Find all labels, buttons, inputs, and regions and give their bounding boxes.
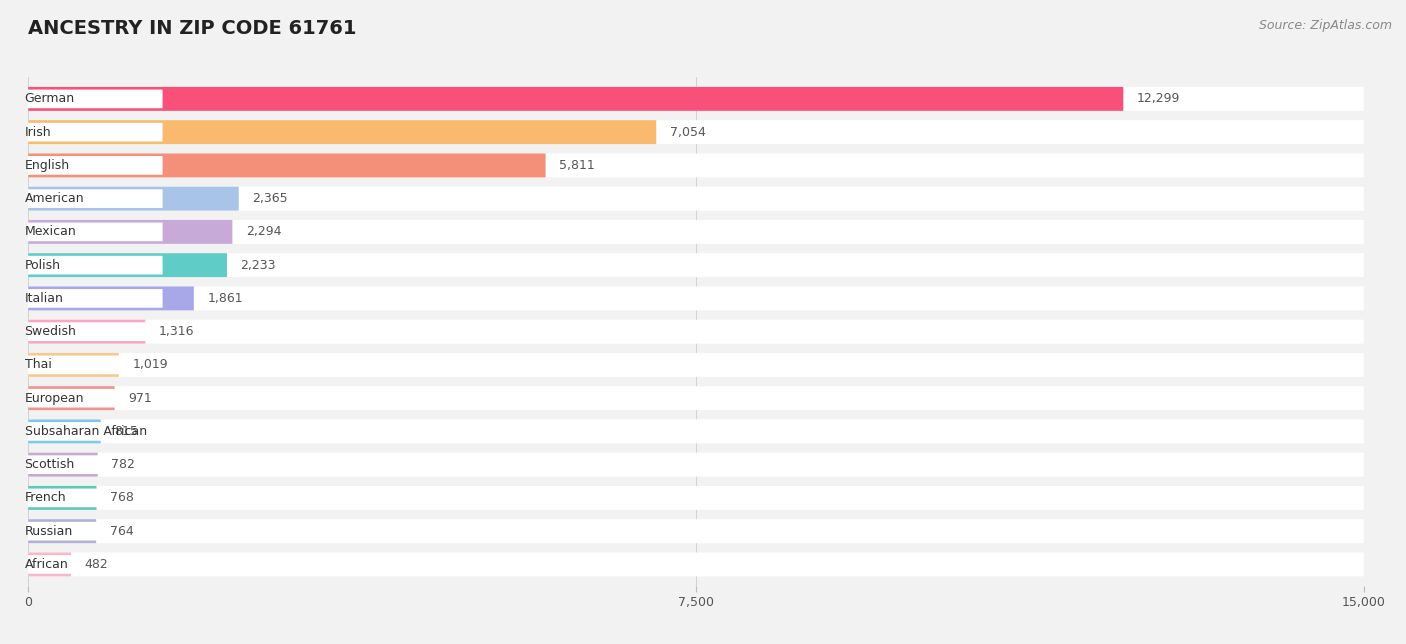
FancyBboxPatch shape <box>28 553 1364 576</box>
FancyBboxPatch shape <box>28 519 96 543</box>
FancyBboxPatch shape <box>28 287 1364 310</box>
Text: French: French <box>25 491 66 504</box>
FancyBboxPatch shape <box>28 120 657 144</box>
Text: African: African <box>25 558 69 571</box>
FancyBboxPatch shape <box>24 323 163 341</box>
Text: German: German <box>25 92 75 106</box>
FancyBboxPatch shape <box>28 87 1123 111</box>
FancyBboxPatch shape <box>28 87 1364 111</box>
Text: Italian: Italian <box>25 292 63 305</box>
FancyBboxPatch shape <box>28 319 145 344</box>
Text: Polish: Polish <box>25 259 60 272</box>
Text: ANCESTRY IN ZIP CODE 61761: ANCESTRY IN ZIP CODE 61761 <box>28 19 357 39</box>
FancyBboxPatch shape <box>28 486 97 510</box>
Text: 971: 971 <box>128 392 152 404</box>
Text: 5,811: 5,811 <box>560 159 595 172</box>
FancyBboxPatch shape <box>28 187 239 211</box>
FancyBboxPatch shape <box>28 319 1364 344</box>
FancyBboxPatch shape <box>28 419 101 443</box>
FancyBboxPatch shape <box>28 120 1364 144</box>
Text: Swedish: Swedish <box>25 325 76 338</box>
Text: 1,861: 1,861 <box>207 292 243 305</box>
Text: Irish: Irish <box>25 126 51 138</box>
Text: 1,019: 1,019 <box>132 359 167 372</box>
Text: Mexican: Mexican <box>25 225 76 238</box>
FancyBboxPatch shape <box>28 386 1364 410</box>
FancyBboxPatch shape <box>28 153 1364 177</box>
FancyBboxPatch shape <box>28 453 1364 477</box>
FancyBboxPatch shape <box>28 519 1364 543</box>
FancyBboxPatch shape <box>24 489 163 507</box>
Text: Scottish: Scottish <box>25 458 75 471</box>
FancyBboxPatch shape <box>28 419 1364 443</box>
FancyBboxPatch shape <box>24 189 163 208</box>
FancyBboxPatch shape <box>28 287 194 310</box>
FancyBboxPatch shape <box>28 553 72 576</box>
FancyBboxPatch shape <box>28 386 114 410</box>
Text: 2,233: 2,233 <box>240 259 276 272</box>
FancyBboxPatch shape <box>24 422 163 440</box>
FancyBboxPatch shape <box>24 455 163 474</box>
FancyBboxPatch shape <box>28 220 232 244</box>
FancyBboxPatch shape <box>24 522 163 540</box>
Text: 1,316: 1,316 <box>159 325 194 338</box>
Text: 782: 782 <box>111 458 135 471</box>
Text: European: European <box>25 392 84 404</box>
FancyBboxPatch shape <box>28 353 120 377</box>
Text: 482: 482 <box>84 558 108 571</box>
Text: English: English <box>25 159 70 172</box>
Text: 815: 815 <box>114 425 138 438</box>
FancyBboxPatch shape <box>24 256 163 274</box>
FancyBboxPatch shape <box>24 389 163 408</box>
Text: 764: 764 <box>110 525 134 538</box>
Text: Source: ZipAtlas.com: Source: ZipAtlas.com <box>1258 19 1392 32</box>
FancyBboxPatch shape <box>24 156 163 175</box>
FancyBboxPatch shape <box>24 289 163 308</box>
Text: 2,365: 2,365 <box>252 192 288 205</box>
FancyBboxPatch shape <box>28 253 226 277</box>
FancyBboxPatch shape <box>28 220 1364 244</box>
Text: American: American <box>25 192 84 205</box>
FancyBboxPatch shape <box>24 555 163 574</box>
Text: 12,299: 12,299 <box>1136 92 1180 106</box>
FancyBboxPatch shape <box>28 453 98 477</box>
FancyBboxPatch shape <box>24 123 163 142</box>
Text: 768: 768 <box>110 491 134 504</box>
Text: Thai: Thai <box>25 359 52 372</box>
Text: Subsaharan African: Subsaharan African <box>25 425 146 438</box>
FancyBboxPatch shape <box>24 223 163 242</box>
Text: 7,054: 7,054 <box>669 126 706 138</box>
FancyBboxPatch shape <box>28 187 1364 211</box>
Text: 2,294: 2,294 <box>246 225 281 238</box>
FancyBboxPatch shape <box>28 486 1364 510</box>
FancyBboxPatch shape <box>28 253 1364 277</box>
FancyBboxPatch shape <box>28 353 1364 377</box>
FancyBboxPatch shape <box>24 90 163 108</box>
Text: Russian: Russian <box>25 525 73 538</box>
FancyBboxPatch shape <box>24 355 163 374</box>
FancyBboxPatch shape <box>28 153 546 177</box>
